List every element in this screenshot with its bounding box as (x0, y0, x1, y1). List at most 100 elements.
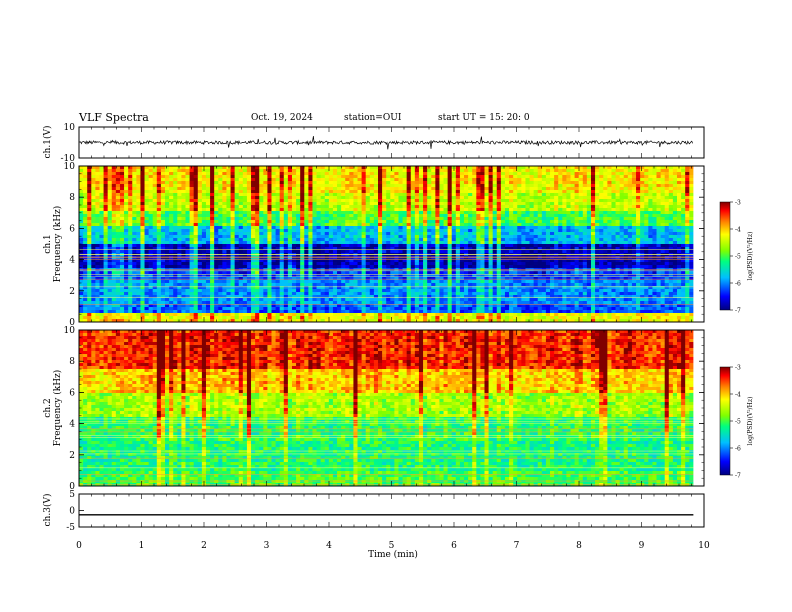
spectrogram-cell (545, 238, 551, 242)
spectrogram-cell (332, 223, 338, 227)
spectrogram-cell (230, 166, 236, 170)
spectrogram-cell (541, 229, 547, 233)
spectrogram-cell (332, 181, 338, 185)
spectrogram-cell (79, 244, 84, 248)
spectrogram-cell (656, 166, 662, 170)
spectrogram-cell (312, 166, 318, 170)
spectrogram-cell (521, 178, 526, 182)
spectrogram-cell (214, 220, 219, 224)
spectrogram-cell (291, 190, 297, 194)
spectrogram-cell (226, 244, 232, 248)
spectrogram-cell (115, 175, 121, 179)
spectrogram-cell (582, 244, 588, 248)
spectrogram-cell (660, 217, 666, 221)
spectrogram-cell (148, 166, 154, 170)
spectrogram-cell (599, 184, 604, 188)
spectrogram-cell (320, 235, 326, 239)
spectrogram-cell (664, 208, 670, 212)
spectrogram-cell (595, 220, 600, 224)
spectrogram-cell (320, 262, 326, 266)
spectrogram-cell (574, 241, 580, 245)
spectrogram-cell (177, 235, 182, 239)
spectrogram-cell (111, 187, 117, 191)
spectrogram-cell (353, 241, 359, 245)
spectrogram-cell (615, 217, 621, 221)
spectrogram-cell (357, 226, 363, 230)
spectrogram-cell (341, 208, 346, 212)
spectrogram-cell (447, 247, 453, 251)
spectrogram-cell (472, 172, 477, 176)
spectrogram-cell (427, 172, 432, 176)
spectrogram-cell (324, 238, 330, 242)
spectrogram-cell (259, 238, 264, 242)
spectrogram-cell (627, 190, 633, 194)
spectrogram-cell (664, 178, 670, 182)
spectrogram-cell (79, 262, 84, 266)
spectrogram-cell (259, 244, 264, 248)
spectrogram-cell (283, 205, 289, 209)
spectrogram-cell (533, 250, 539, 254)
spectrogram-cell (648, 202, 653, 206)
spectrogram-cell (234, 259, 240, 263)
spectrogram-cell (312, 238, 318, 242)
spectrogram-cell (218, 250, 223, 254)
spectrogram-cell (144, 238, 150, 242)
spectrogram-cell (218, 223, 223, 227)
spectrogram-cell (185, 190, 191, 194)
spectrogram-cell (83, 166, 88, 170)
spectrogram-cell (242, 262, 248, 266)
spectrogram-cell (488, 220, 494, 224)
spectrogram-cell (124, 247, 129, 251)
spectrogram-cell (238, 208, 244, 212)
spectrogram-cell (607, 187, 612, 191)
spectrogram-cell (255, 196, 260, 200)
spectrogram-cell (394, 217, 399, 221)
spectrogram-cell (353, 226, 359, 230)
spectrogram-cell (144, 178, 150, 182)
spectrogram-cell (644, 247, 649, 251)
spectrogram-cell (472, 211, 477, 215)
spectrogram-cell (349, 181, 354, 185)
spectrogram-cell (152, 241, 158, 245)
spectrogram-cell (443, 205, 449, 209)
spectrogram-cell (574, 175, 580, 179)
spectrogram-cell (525, 193, 531, 197)
spectrogram-cell (566, 202, 571, 206)
spectrogram-cell (439, 205, 445, 209)
spectrogram-cell (210, 211, 215, 215)
spectrogram-cell (504, 223, 510, 227)
spectrogram-cell (414, 193, 420, 197)
spectrogram-cell (263, 217, 268, 221)
spectrogram-cell (578, 217, 584, 221)
spectrogram-cell (140, 217, 146, 221)
spectrogram-cell (472, 235, 477, 239)
spectrogram-cell (197, 175, 203, 179)
spectrogram-cell (226, 169, 232, 173)
spectrogram-cell (107, 202, 113, 206)
spectrogram-cell (636, 232, 641, 236)
spectrogram-cell (586, 199, 592, 203)
spectrogram-cell (140, 190, 146, 194)
spectrogram-cell (599, 232, 604, 236)
spectrogram-cell (287, 187, 293, 191)
spectrogram-cell (619, 259, 625, 263)
spectrogram-cell (189, 211, 195, 215)
spectrogram-cell (140, 169, 146, 173)
spectrogram-cell (574, 259, 580, 263)
spectrogram-cell (193, 199, 199, 203)
spectrogram-cell (173, 184, 178, 188)
spectrogram-cell (140, 229, 146, 233)
spectrogram-cell (541, 217, 547, 221)
spectrogram-cell (455, 241, 461, 245)
spectrogram-cell (230, 196, 236, 200)
spectrogram-cell (103, 247, 109, 251)
spectrogram-cell (95, 187, 100, 191)
spectrogram-cell (99, 232, 105, 236)
spectrogram-cell (492, 217, 498, 221)
spectrogram-cell (595, 172, 600, 176)
spectrogram-cell (586, 247, 592, 251)
spectrogram-cell (169, 202, 174, 206)
spectrogram-cell (537, 217, 543, 221)
spectrogram-cell (681, 205, 686, 209)
spectrogram-cell (464, 211, 469, 215)
